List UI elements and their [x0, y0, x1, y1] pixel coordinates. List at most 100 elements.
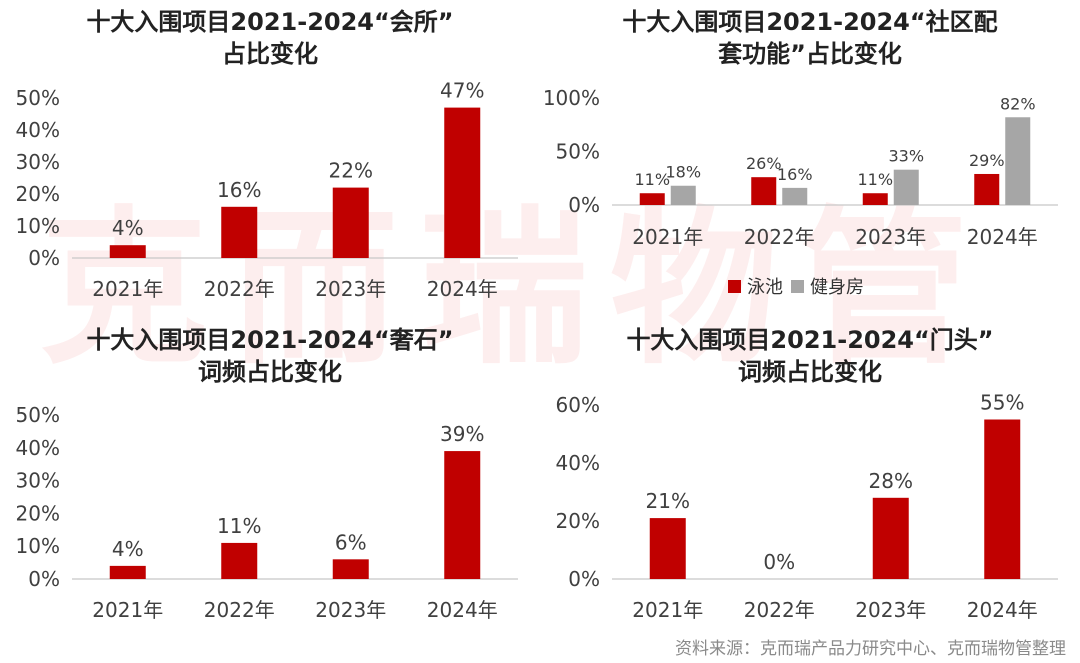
y-tick-label: 20%	[16, 501, 60, 525]
data-label: 11%	[857, 170, 893, 189]
data-label: 28%	[869, 469, 913, 493]
x-tick-label: 2022年	[204, 598, 275, 622]
bar	[1005, 117, 1031, 205]
chart-title-line2: 套功能”占比变化	[718, 40, 902, 68]
source-note: 资料来源：克而瑞产品力研究中心、克而瑞物管整理	[675, 639, 1066, 659]
x-tick-label: 2024年	[967, 225, 1038, 249]
bar	[893, 169, 919, 205]
legend-swatch-gym	[791, 279, 804, 293]
chart-clubhouse: 十大入围项目2021-2024“会所” 占比变化 0% 10% 20% 30% 40% 5…	[0, 0, 540, 320]
bar	[782, 187, 808, 205]
chart-entrance: 十大入围项目2021-2024“门头” 词频占比变化 0% 20% 40% 60% 20…	[540, 320, 1080, 663]
data-label: 4%	[112, 537, 144, 561]
data-label: 11%	[634, 170, 670, 189]
bar	[109, 245, 146, 258]
x-tick-label: 2021年	[632, 225, 703, 249]
x-tick-label: 2022年	[744, 598, 815, 622]
legend-label-pool: 泳池	[747, 277, 783, 298]
chart-plot: 0% 20% 40% 60% 2021年 2022年 2023年 2024年 21% 0% 28% 5…	[556, 391, 1058, 622]
x-tick-label: 2023年	[855, 225, 926, 249]
bar	[444, 107, 481, 258]
bar	[639, 193, 665, 205]
data-label: 33%	[888, 147, 924, 166]
x-tick-label: 2024年	[427, 277, 498, 301]
bar	[109, 565, 146, 579]
chart-title-line1: 十大入围项目2021-2024“门头”	[626, 326, 994, 354]
bar	[332, 559, 369, 579]
y-tick-label: 40%	[16, 118, 60, 142]
data-label: 16%	[777, 165, 813, 184]
y-tick-label: 30%	[16, 150, 60, 174]
y-tick-label: 0%	[568, 567, 600, 591]
y-tick-label: 50%	[16, 86, 60, 110]
x-tick-label: 2023年	[855, 598, 926, 622]
y-tick-label: 60%	[556, 393, 600, 417]
chart-title-line1: 十大入围项目2021-2024“社区配	[622, 8, 998, 36]
x-tick-label: 2022年	[204, 277, 275, 301]
bar	[332, 187, 369, 258]
y-tick-label: 50%	[16, 403, 60, 427]
y-tick-label: 10%	[16, 214, 60, 238]
bar	[984, 419, 1021, 579]
y-tick-label: 0%	[568, 193, 600, 217]
chart-plot: 0% 10% 20% 30% 40% 50% 2021年 2022年 2023年 2024年 4% 1…	[16, 403, 518, 622]
watermark: 克而瑞物管	[40, 191, 990, 387]
y-tick-label: 0%	[28, 246, 60, 270]
y-tick-label: 20%	[16, 182, 60, 206]
y-tick-label: 100%	[543, 86, 600, 110]
y-tick-label: 10%	[16, 534, 60, 558]
x-tick-label: 2021年	[92, 598, 163, 622]
bar	[751, 177, 777, 205]
bar	[862, 193, 888, 205]
chart-title: 十大入围项目2021-2024“社区配 套功能”占比变化	[580, 6, 1040, 70]
legend-item-gym: 健身房	[791, 273, 864, 299]
y-tick-label: 0%	[28, 567, 60, 591]
chart-plot: 0% 10% 20% 30% 40% 50% 2021年 2022年 2023年 2024年 4% 1…	[16, 79, 518, 301]
chart-community-facilities: 十大入围项目2021-2024“社区配 套功能”占比变化 0% 50% 100% 20…	[540, 0, 1080, 320]
chart-title: 十大入围项目2021-2024“奢石” 词频占比变化	[40, 324, 500, 388]
y-tick-label: 40%	[16, 436, 60, 460]
bar	[221, 542, 258, 579]
chart-title-line2: 词频占比变化	[198, 358, 342, 386]
chart-legend: 泳池 健身房	[728, 273, 864, 299]
data-label: 18%	[665, 163, 701, 182]
x-tick-label: 2022年	[744, 225, 815, 249]
data-label: 29%	[969, 151, 1005, 170]
data-label: 82%	[1000, 94, 1036, 113]
y-tick-label: 40%	[556, 451, 600, 475]
data-label: 39%	[440, 422, 484, 446]
bar	[670, 185, 696, 205]
data-label: 4%	[112, 216, 144, 240]
data-label: 22%	[329, 159, 373, 183]
y-tick-label: 20%	[556, 509, 600, 533]
bar	[444, 451, 481, 579]
bar	[974, 173, 1000, 205]
chart-title: 十大入围项目2021-2024“会所” 占比变化	[40, 6, 500, 70]
x-tick-label: 2024年	[967, 598, 1038, 622]
chart-luxury-stone: 十大入围项目2021-2024“奢石” 词频占比变化 0% 10% 20% 30% 40…	[0, 320, 540, 663]
bar	[221, 206, 258, 258]
x-tick-label: 2021年	[92, 277, 163, 301]
chart-plot: 0% 50% 100% 2021年 2022年 2023年 2024年 11% 26% 11% 29…	[543, 86, 1058, 249]
legend-item-pool: 泳池	[728, 273, 783, 299]
data-label: 6%	[335, 530, 367, 554]
chart-title: 十大入围项目2021-2024“门头” 词频占比变化	[580, 324, 1040, 388]
x-tick-label: 2021年	[632, 598, 703, 622]
x-tick-label: 2023年	[315, 277, 386, 301]
chart-title-line2: 占比变化	[222, 40, 318, 68]
data-label: 26%	[746, 154, 782, 173]
y-tick-label: 50%	[556, 140, 600, 164]
data-label: 55%	[980, 391, 1024, 415]
data-label: 0%	[763, 550, 795, 574]
data-label: 47%	[440, 79, 484, 103]
chart-title-line1: 十大入围项目2021-2024“奢石”	[86, 326, 454, 354]
chart-title-line1: 十大入围项目2021-2024“会所”	[86, 8, 454, 36]
chart-title-line2: 词频占比变化	[738, 358, 882, 386]
bar	[872, 497, 909, 579]
x-tick-label: 2024年	[427, 598, 498, 622]
data-label: 21%	[646, 489, 690, 513]
data-label: 11%	[217, 514, 261, 538]
y-tick-label: 30%	[16, 469, 60, 493]
x-tick-label: 2023年	[315, 598, 386, 622]
legend-label-gym: 健身房	[810, 277, 864, 298]
